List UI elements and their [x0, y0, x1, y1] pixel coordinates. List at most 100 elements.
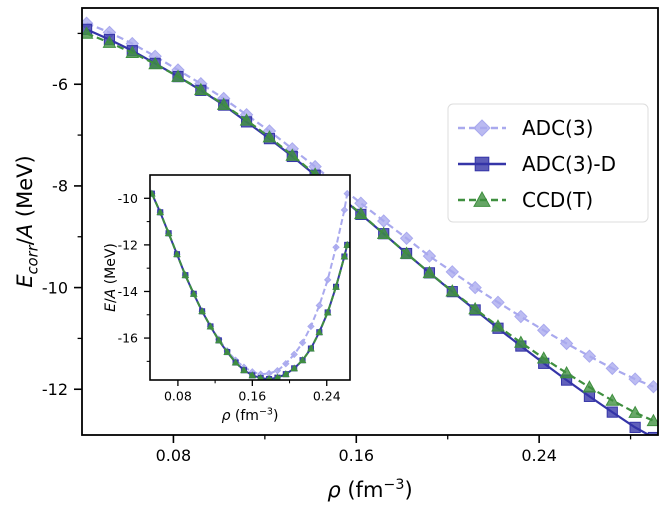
main-point-adc-3 [491, 295, 505, 310]
main-point-ccd-t [285, 148, 300, 161]
main-point-ccd-t [194, 82, 208, 96]
inset-point-ccd-t [266, 375, 272, 380]
main-x-tick-label: 0.24 [521, 446, 557, 465]
main-point-ccd-t [491, 319, 505, 332]
legend-item-ccd-t: CCD(T) [458, 188, 593, 212]
main-point-ccd-t [125, 45, 140, 59]
main-point-ccd-t [376, 226, 391, 239]
inset-point-ccd-t [164, 229, 173, 237]
legend-label-adc-3-d: ADC(3)-D [522, 152, 616, 176]
inset-point-adc-3 [290, 350, 298, 359]
inset-point-ccd-t [214, 336, 223, 344]
main-point-ccd-t [171, 69, 185, 82]
legend-label-adc-3: ADC(3) [522, 116, 593, 140]
main-point-ccd-t [82, 26, 94, 39]
inset-point-ccd-t [323, 308, 332, 316]
inset-point-ccd-t [340, 252, 349, 260]
inset-point-adc-3 [340, 206, 349, 214]
inset-x-tick-label: 0.16 [238, 389, 266, 404]
inset-point-ccd-t [240, 366, 248, 374]
inset-point-ccd-t [181, 271, 190, 279]
main-point-adc-3 [514, 309, 528, 324]
main-y-tick-label: -12 [42, 380, 68, 399]
inset-plot-area [150, 175, 350, 380]
main-point-adc-3 [628, 372, 642, 386]
inset-point-adc-3 [323, 276, 332, 284]
main-point-adc-3-d [583, 390, 596, 402]
main-y-axis-title: Ecorr/A (MeV) [13, 155, 41, 287]
main-point-adc-3-d [629, 421, 641, 433]
legend-marker-adc-3 [473, 119, 491, 137]
inset-series-ccd-t [150, 189, 350, 380]
inset-point-ccd-t [290, 364, 299, 372]
inset-point-ccd-t [223, 348, 232, 355]
main-point-ccd-t [102, 35, 117, 48]
main-point-adc-3 [468, 280, 482, 295]
legend-item-adc-3: ADC(3) [458, 116, 593, 140]
inset-y-tick-label: -16 [118, 331, 138, 346]
inset-point-ccd-t [198, 307, 206, 315]
main-point-ccd-t [582, 380, 597, 393]
main-x-tick-label: 0.08 [156, 446, 192, 465]
main-point-adc-3 [399, 231, 414, 245]
main-y-tick-label: -6 [52, 75, 68, 94]
main-point-adc-3 [582, 349, 597, 363]
inset-point-ccd-t [281, 370, 290, 378]
main-point-ccd-t [354, 206, 368, 220]
inset-point-adc-3 [332, 243, 340, 251]
main-point-ccd-t [262, 130, 277, 143]
inset-y-axis-title: E/A (MeV) [103, 243, 119, 312]
main-legend: ADC(3) ADC(3)-D CCD(T) [447, 103, 649, 223]
main-x-axis-title: ρ (fm−3) [327, 477, 412, 502]
inset-point-ccd-t [173, 250, 181, 258]
main-y-tick-label: -10 [42, 278, 68, 297]
main-point-adc-3 [605, 361, 619, 376]
legend-label-ccd-t: CCD(T) [522, 188, 593, 212]
inset-y-tick-label: -12 [118, 237, 138, 252]
inset-x-axis-title: ρ (fm−3) [222, 407, 279, 424]
inset-point-ccd-t [156, 208, 165, 216]
inset-point-adc-3 [282, 359, 290, 368]
inset-y-tick-label: -10 [118, 191, 138, 206]
inset-x-tick-label: 0.24 [313, 389, 341, 404]
main-axes-frame [81, 7, 659, 436]
main-point-adc-3 [559, 336, 574, 351]
inset-x-tick-label: 0.08 [164, 389, 192, 404]
inset-point-ccd-t [231, 358, 240, 366]
main-point-ccd-t [468, 301, 482, 315]
main-point-ccd-t [536, 351, 551, 364]
inset-y-tick-label: -14 [118, 284, 138, 299]
inset-point-ccd-t [257, 374, 264, 380]
inset-point-ccd-t [248, 371, 257, 379]
main-point-ccd-t [148, 56, 162, 70]
legend-item-adc-3-d: ADC(3)-D [458, 152, 616, 176]
inset-point-ccd-t [315, 328, 324, 336]
legend-box [447, 103, 649, 223]
main-point-ccd-t [399, 246, 414, 259]
inset-point-ccd-t [206, 322, 215, 330]
inset-point-ccd-t [273, 373, 281, 380]
legend-marker-adc-3-d [474, 156, 490, 172]
main-point-adc-3 [537, 323, 551, 337]
inset-point-ccd-t [307, 344, 315, 352]
main-point-ccd-t [514, 335, 528, 348]
main-x-tick-label: 0.16 [338, 446, 374, 465]
main-series-ccd-t [82, 26, 658, 427]
inset-point-ccd-t [332, 282, 340, 290]
main-point-ccd-t [628, 405, 642, 418]
inset-point-ccd-t [189, 289, 198, 297]
legend-marker-ccd-t [473, 190, 491, 207]
main-point-adc-3 [422, 249, 437, 263]
main-point-adc-3 [445, 265, 459, 279]
inset-point-adc-3 [315, 301, 324, 310]
main-point-ccd-t [646, 413, 658, 427]
main-point-ccd-t [605, 393, 620, 406]
inset-axes-frame [149, 174, 351, 381]
main-point-ccd-t [216, 97, 231, 110]
main-point-adc-3-d [647, 431, 658, 435]
inset-chart: 0.08 0.16 0.24 -10 -12 -14 -16 ρ (fm−3) E/A (MeV… [103, 174, 351, 424]
main-y-tick-label: -8 [52, 177, 68, 196]
inset-series-group [150, 189, 350, 380]
main-point-adc-3-d [606, 406, 618, 418]
